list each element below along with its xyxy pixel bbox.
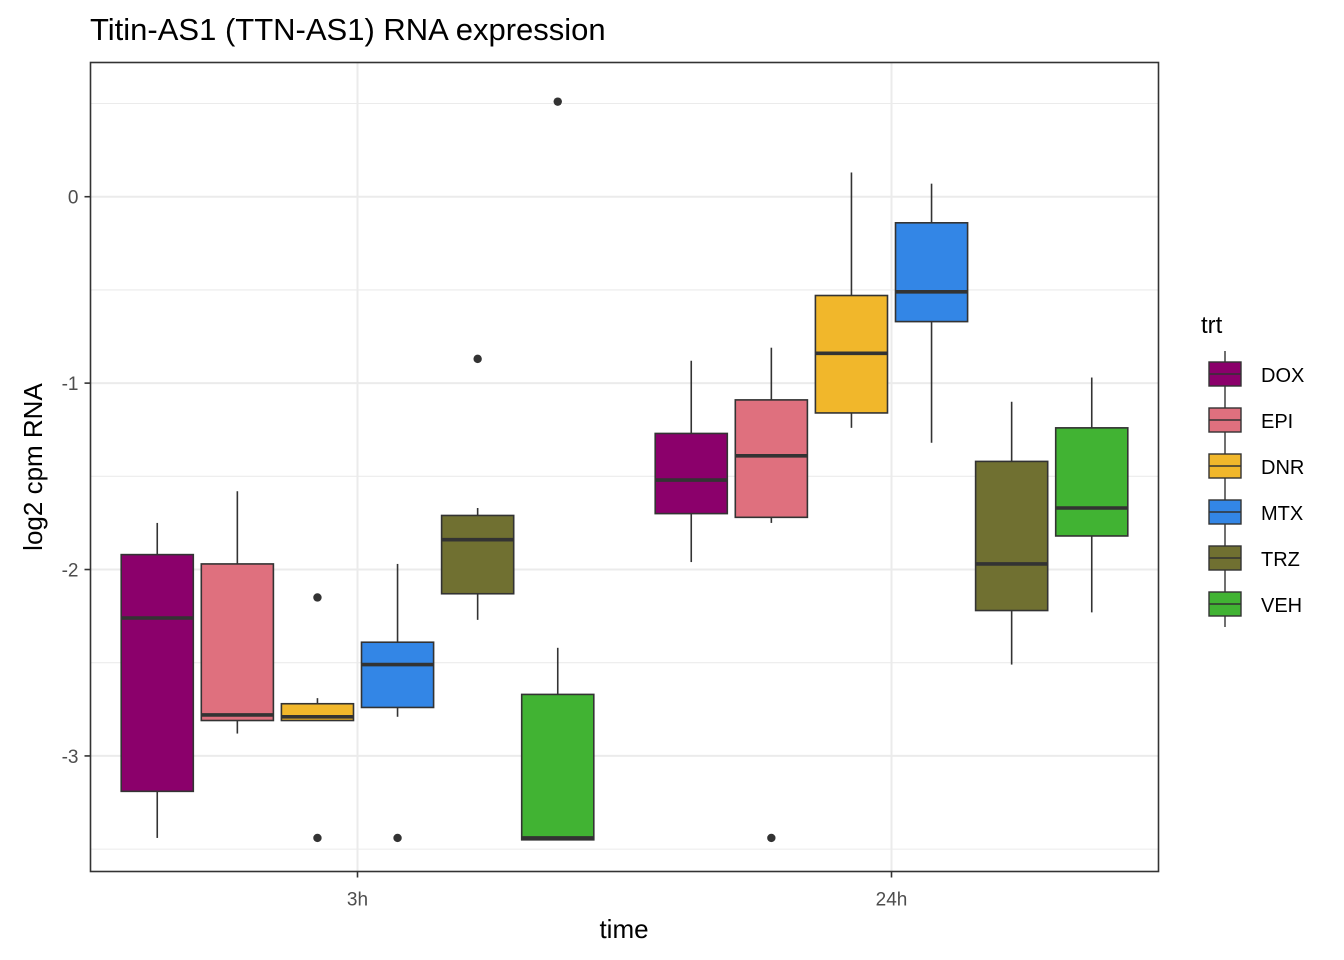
box-body: [894, 222, 969, 323]
legend-label: EPI: [1261, 411, 1293, 433]
box-VEH-3h: [520, 97, 595, 841]
y-tick-label: -1: [62, 374, 79, 395]
y-axis: 0 -1 -2 -3: [62, 188, 91, 768]
y-tick-label: 0: [68, 188, 79, 209]
box-body: [654, 432, 729, 515]
legend-label: MTX: [1261, 503, 1303, 525]
outlier-point: [553, 97, 562, 106]
box-body: [200, 563, 275, 722]
chart-title: Titin-AS1 (TTN-AS1) RNA expression: [90, 12, 606, 47]
outlier-point: [473, 354, 482, 364]
legend-item-MTX: MTX: [1208, 489, 1303, 535]
legend-item-EPI: EPI: [1208, 397, 1293, 443]
legend-label: TRZ: [1261, 549, 1300, 571]
outlier-point: [767, 833, 776, 843]
box-TRZ-3h: [440, 354, 515, 620]
box-body: [120, 553, 195, 793]
box-DNR-3h: [280, 593, 355, 843]
plot-border: [89, 61, 1160, 873]
outlier-point: [313, 593, 322, 602]
legend-item-VEH: VEH: [1208, 581, 1302, 627]
x-tick-label: 3h: [347, 890, 368, 911]
box-DNR-24h: [814, 172, 889, 428]
x-axis-title: time: [599, 914, 648, 944]
y-tick-label: -2: [62, 561, 79, 582]
legend-label: DOX: [1261, 365, 1304, 387]
legend-label: VEH: [1261, 595, 1302, 617]
box-body: [734, 399, 809, 519]
x-axis: 3h 24h: [347, 871, 908, 911]
box-MTX-24h: [894, 183, 969, 443]
legend-title: trt: [1201, 312, 1223, 339]
boxes: [120, 97, 1129, 843]
box-body: [360, 641, 435, 709]
box-DOX-3h: [120, 522, 195, 838]
box-TRZ-24h: [974, 401, 1049, 665]
box-EPI-3h: [200, 491, 275, 734]
legend-item-TRZ: TRZ: [1208, 535, 1300, 581]
box-body: [974, 460, 1049, 612]
y-axis-title: log2 cpm RNA: [18, 383, 48, 551]
box-body: [520, 693, 595, 841]
legend-label: DNR: [1261, 457, 1304, 479]
box-body: [440, 514, 515, 595]
box-body: [1054, 427, 1129, 537]
x-tick-label: 24h: [876, 890, 908, 911]
box-VEH-24h: [1054, 377, 1129, 613]
outlier-point: [393, 833, 402, 843]
legend-item-DNR: DNR: [1208, 443, 1304, 489]
box-EPI-24h: [734, 347, 809, 843]
legend-item-DOX: DOX: [1208, 351, 1304, 397]
box-DOX-24h: [654, 360, 729, 563]
legend: trt DOX EPI DNR MTX TRZ VEH: [1201, 312, 1304, 627]
box-MTX-3h: [360, 563, 435, 843]
outlier-point: [313, 833, 322, 843]
y-tick-label: -3: [62, 747, 79, 768]
